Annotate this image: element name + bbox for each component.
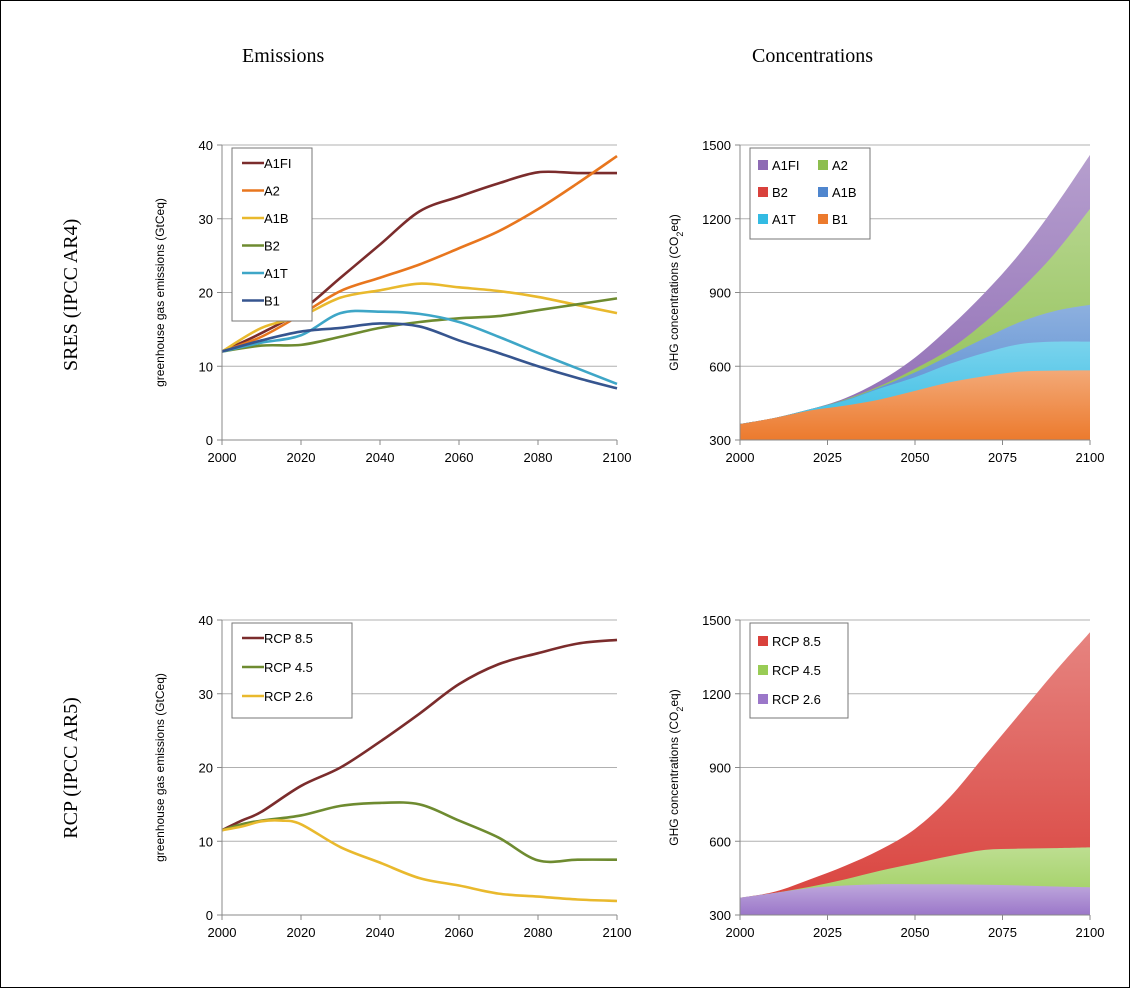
x-tick-label: 2025 (813, 925, 842, 940)
legend-swatch (818, 187, 828, 197)
y-tick-label: 20 (199, 286, 213, 301)
series-line-rcp-8-5 (221, 638, 618, 832)
legend-box (231, 147, 313, 322)
y-tick-label: 1200 (702, 212, 731, 227)
legend-label: B1 (832, 212, 848, 227)
x-tick-label: 2080 (524, 450, 553, 465)
legend-swatch (758, 665, 768, 675)
x-tick-label: 2020 (287, 925, 316, 940)
y-tick-label: 900 (709, 286, 731, 301)
legend-label: B2 (264, 239, 280, 254)
x-tick-label: 2000 (208, 450, 237, 465)
legend-label: A2 (832, 158, 848, 173)
legend-label: A1FI (264, 156, 291, 171)
y-tick-label: 40 (199, 138, 213, 153)
legend-swatch (758, 214, 768, 224)
y-axis-label: greenhouse gas emissions (GtCeq) (153, 198, 167, 387)
y-tick-label: 0 (206, 908, 213, 923)
series-area-rcp-2-6 (740, 884, 1090, 915)
x-tick-label: 2060 (445, 925, 474, 940)
legend-label: A1T (264, 266, 288, 281)
x-tick-label: 2100 (1076, 450, 1105, 465)
y-tick-label: 0 (206, 433, 213, 448)
x-tick-label: 2100 (603, 925, 632, 940)
legend-swatch (758, 636, 768, 646)
x-tick-label: 2075 (988, 925, 1017, 940)
chart-rcp-concentrations: 300 600 900 1200 1500 2000 2025 2050 2075 2100 GHG… (667, 613, 1105, 940)
chart-sres-concentrations: 300 600 900 1200 1500 2000 2025 2050 2075 2100 GHG… (667, 138, 1105, 465)
y-tick-label: 900 (709, 761, 731, 776)
y-tick-label: 300 (709, 908, 731, 923)
x-tick-label: 2025 (813, 450, 842, 465)
x-tick-label: 2050 (901, 450, 930, 465)
series-line-b1 (221, 322, 618, 390)
y-axis-label: greenhouse gas emissions (GtCeq) (153, 673, 167, 862)
legend-label: RCP 8.5 (264, 631, 313, 646)
row-header-sres: SRES (IPCC AR4) (60, 218, 82, 371)
y-tick-label: 10 (199, 359, 213, 374)
legend-label: RCP 8.5 (772, 634, 821, 649)
column-header-concentrations: Concentrations (752, 45, 874, 67)
y-tick-label: 1500 (702, 613, 731, 628)
legend-swatch (818, 214, 828, 224)
x-tick-label: 2000 (726, 450, 755, 465)
legend-label: A1T (772, 212, 796, 227)
x-tick-label: 2000 (726, 925, 755, 940)
series-line-a1t (221, 309, 618, 386)
x-tick-label: 2040 (366, 450, 395, 465)
legend-label: A1B (832, 185, 857, 200)
legend-label: RCP 4.5 (772, 663, 821, 678)
y-tick-label: 300 (709, 433, 731, 448)
legend-swatch (758, 694, 768, 704)
legend-label: B2 (772, 185, 788, 200)
column-header-emissions: Emissions (242, 45, 325, 67)
chart-rcp-emissions: 0 10 20 30 40 2000 2020 2040 2060 2080 2100 greenho… (153, 613, 632, 940)
x-tick-label: 2040 (366, 925, 395, 940)
x-tick-label: 2020 (287, 450, 316, 465)
y-tick-label: 30 (199, 212, 213, 227)
row-header-rcp: RCP (IPCC AR5) (60, 697, 82, 839)
series-area-rcp-8-5 (740, 632, 1090, 915)
y-axis-label: GHG concentrations (CO2eq) (667, 214, 685, 370)
legend-label: RCP 2.6 (264, 689, 313, 704)
series-area-b1 (740, 370, 1090, 440)
legend-label: A2 (264, 184, 280, 199)
x-tick-label: 2075 (988, 450, 1017, 465)
x-tick-label: 2100 (603, 450, 632, 465)
legend-label: B1 (264, 294, 280, 309)
legend-swatch (758, 187, 768, 197)
y-tick-label: 20 (199, 761, 213, 776)
legend-swatch (758, 160, 768, 170)
y-tick-label: 1200 (702, 687, 731, 702)
x-tick-label: 2060 (445, 450, 474, 465)
legend-label: A1B (264, 211, 289, 226)
x-tick-label: 2080 (524, 925, 553, 940)
series-line-b2 (221, 297, 618, 353)
series-line-rcp-2-6 (221, 819, 618, 903)
y-tick-label: 600 (709, 834, 731, 849)
y-tick-label: 1500 (702, 138, 731, 153)
x-tick-label: 2100 (1076, 925, 1105, 940)
chart-sres-emissions: 0 10 20 30 40 2000 2020 2040 2060 2080 2100 greenho… (153, 138, 632, 465)
x-tick-label: 2050 (901, 925, 930, 940)
legend-label: RCP 4.5 (264, 660, 313, 675)
y-tick-label: 600 (709, 359, 731, 374)
legend-label: RCP 2.6 (772, 692, 821, 707)
y-tick-label: 10 (199, 834, 213, 849)
y-tick-label: 30 (199, 687, 213, 702)
legend-box (749, 147, 871, 240)
y-axis-label: GHG concentrations (CO2eq) (667, 689, 685, 845)
legend-label: A1FI (772, 158, 799, 173)
y-tick-label: 40 (199, 613, 213, 628)
x-tick-label: 2000 (208, 925, 237, 940)
legend-swatch (818, 160, 828, 170)
